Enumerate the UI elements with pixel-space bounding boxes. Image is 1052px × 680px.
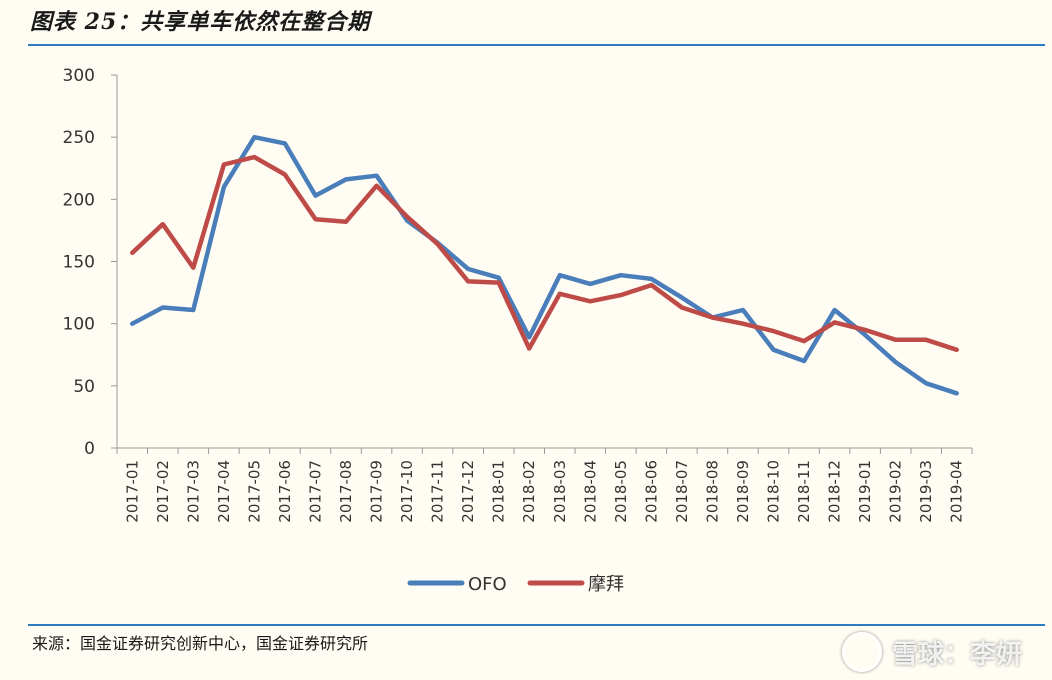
x-tick-label: 2018-10 — [765, 460, 783, 523]
x-tick-label: 2019-02 — [887, 460, 905, 523]
x-tick-label: 2017-06 — [276, 460, 294, 523]
x-tick-label: 2017-10 — [398, 460, 416, 523]
x-tick-label: 2017-09 — [368, 460, 386, 523]
x-tick-label: 2017-04 — [215, 460, 233, 523]
x-tick-label: 2018-05 — [612, 460, 630, 523]
x-tick-label: 2019-03 — [917, 460, 935, 523]
x-tick-label: 2017-11 — [429, 460, 447, 523]
x-tick-label: 2017-05 — [245, 460, 263, 523]
x-tick-label: 2018-08 — [703, 460, 721, 523]
series-line-mobike — [130, 154, 959, 353]
y-tick-label: 300 — [63, 66, 95, 86]
x-tick-label: 2018-02 — [520, 460, 538, 523]
y-tick-label: 250 — [63, 128, 95, 148]
watermark: 雪球：李妍 — [841, 632, 1022, 672]
figure-title: 图表 25：共享单车依然在整合期 — [30, 9, 371, 35]
series-line-ofo — [130, 134, 959, 396]
x-tick-label: 2018-09 — [734, 460, 752, 523]
watermark-text: 雪球：李妍 — [891, 639, 1022, 670]
legend-mobike-label: 摩拜 — [588, 574, 624, 595]
y-tick-label: 50 — [73, 377, 95, 397]
y-tick-label: 200 — [63, 190, 95, 210]
x-tick-label: 2018-01 — [490, 460, 508, 523]
x-tick-label: 2018-04 — [581, 460, 599, 523]
x-tick-label: 2019-01 — [856, 460, 874, 523]
y-tick-label: 100 — [63, 315, 95, 335]
legend-ofo-label: OFO — [468, 574, 507, 595]
x-tick-label: 2018-11 — [795, 460, 813, 523]
x-tick-label: 2017-02 — [154, 460, 172, 523]
x-tick-label: 2019-04 — [948, 460, 966, 523]
x-tick-label: 2018-07 — [673, 460, 691, 523]
x-tick-label: 2017-12 — [459, 460, 477, 523]
x-tick-label: 2017-08 — [337, 460, 355, 523]
x-tick-label: 2017-03 — [184, 460, 202, 523]
x-tick-label: 2018-03 — [551, 460, 569, 523]
x-tick-label: 2017-01 — [123, 460, 141, 523]
snowball-logo-icon — [841, 632, 882, 672]
source-note: 来源：国金证券研究创新中心，国金证券研究所 — [32, 634, 369, 653]
source-rule — [28, 624, 1045, 626]
x-tick-label: 2018-12 — [826, 460, 844, 523]
y-tick-label: 0 — [84, 439, 95, 459]
x-tick-label: 2017-07 — [306, 460, 324, 523]
title-rule — [28, 44, 1045, 46]
x-tick-label: 2018-06 — [642, 460, 660, 523]
y-tick-label: 150 — [63, 253, 95, 273]
